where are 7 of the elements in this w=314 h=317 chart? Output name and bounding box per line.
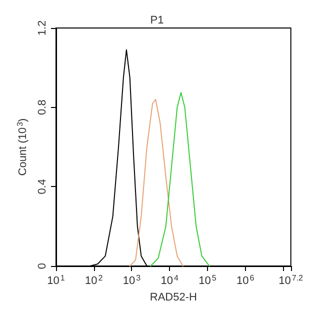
x-axis-title: RAD52-H — [150, 292, 197, 304]
y-tick-label: 0.4 — [36, 179, 48, 194]
chart-title: P1 — [150, 14, 164, 26]
y-axis-title: Count (103) — [16, 118, 29, 176]
y-tick-label: 0.8 — [36, 100, 48, 115]
y-tick-label: 0 — [36, 262, 48, 270]
y-tick-label: 1.2 — [36, 20, 48, 36]
